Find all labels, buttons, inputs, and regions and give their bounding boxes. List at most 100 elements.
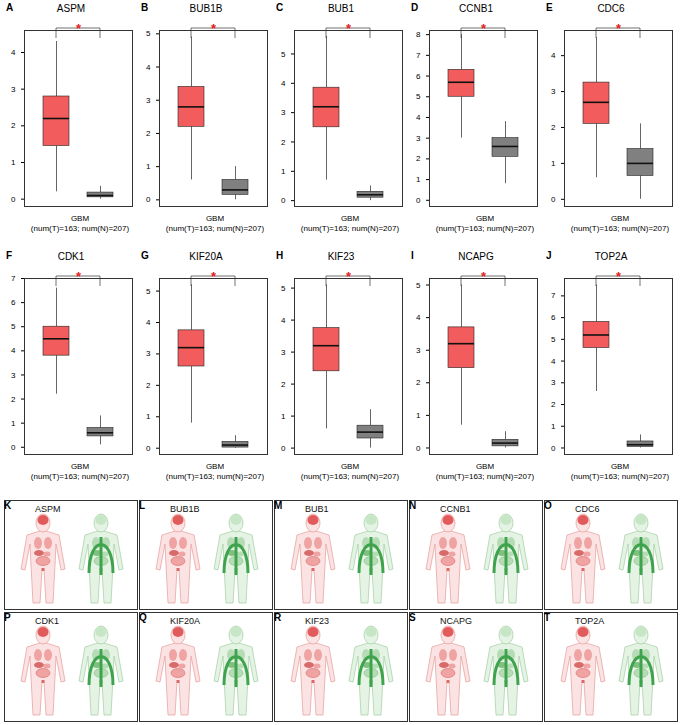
svg-text:3: 3 [416,134,421,143]
svg-text:ASPM: ASPM [35,504,61,514]
svg-text:CDK1: CDK1 [35,616,59,626]
svg-text:4: 4 [281,316,286,325]
svg-text:5: 5 [146,287,151,296]
svg-text:4: 4 [11,346,16,355]
svg-text:5: 5 [416,281,421,290]
svg-text:TOP2A: TOP2A [575,616,604,626]
svg-text:3: 3 [281,108,286,117]
svg-text:1: 1 [11,419,16,428]
svg-text:0: 0 [551,195,556,204]
svg-text:6: 6 [416,72,421,81]
svg-text:3: 3 [11,85,16,94]
svg-text:0: 0 [146,444,151,453]
svg-text:2: 2 [551,123,556,132]
svg-text:1: 1 [416,411,421,420]
svg-text:0: 0 [11,443,16,452]
svg-text:4: 4 [146,318,151,327]
html-text:GBM: GBM [340,214,360,223]
svg-text:7: 7 [11,274,16,283]
svg-text:*: * [346,269,352,284]
svg-text:4: 4 [551,357,556,366]
html-text:CDC6: CDC6 [597,3,625,14]
svg-text:2: 2 [146,381,151,390]
svg-text:3: 3 [11,370,16,379]
svg-text:*: * [211,21,217,36]
svg-text:4: 4 [416,313,421,322]
svg-text:3: 3 [146,96,151,105]
svg-text:1: 1 [146,162,151,171]
svg-text:0: 0 [281,196,286,205]
svg-text:5: 5 [146,29,151,38]
html-text:KIF23: KIF23 [327,251,355,262]
svg-text:6: 6 [11,298,16,307]
svg-text:BUB1B: BUB1B [170,504,200,514]
html-text:ASPM: ASPM [56,3,86,14]
svg-text:2: 2 [551,400,556,409]
svg-text:*: * [616,21,622,36]
html-text:BUB1: BUB1 [327,3,355,14]
svg-text:4: 4 [281,79,286,88]
svg-text:0: 0 [551,444,556,453]
svg-text:8: 8 [416,30,421,39]
svg-text:*: * [616,269,622,284]
svg-text:5: 5 [281,284,286,293]
svg-text:1: 1 [416,175,421,184]
html-text:BUB1B: BUB1B [189,3,223,14]
svg-text:4: 4 [11,48,16,57]
html-text:GBM: GBM [205,214,225,223]
svg-text:*: * [481,21,487,36]
svg-text:1: 1 [551,422,556,431]
svg-text:*: * [211,269,217,284]
svg-text:5: 5 [416,92,421,101]
svg-text:*: * [481,269,487,284]
svg-text:*: * [76,269,82,284]
svg-text:7: 7 [551,291,556,300]
svg-text:2: 2 [281,138,286,147]
svg-text:2: 2 [416,154,421,163]
svg-text:1: 1 [11,158,16,167]
svg-text:1: 1 [551,159,556,168]
svg-text:5: 5 [551,335,556,344]
svg-text:7: 7 [416,51,421,60]
svg-text:*: * [346,21,352,36]
svg-text:0: 0 [281,444,286,453]
svg-text:3: 3 [416,346,421,355]
svg-text:2: 2 [11,121,16,130]
svg-text:BUB1: BUB1 [305,504,329,514]
svg-text:CCNB1: CCNB1 [440,504,471,514]
svg-text:3: 3 [551,378,556,387]
svg-text:0: 0 [11,195,16,204]
svg-text:1: 1 [281,412,286,421]
svg-text:NCAPG: NCAPG [440,616,472,626]
html-text:KIF20A: KIF20A [189,251,223,262]
html-text:CDK1: CDK1 [57,251,85,262]
svg-text:KIF20A: KIF20A [170,616,200,626]
svg-text:2: 2 [416,378,421,387]
svg-text:0: 0 [416,444,421,453]
svg-text:6: 6 [551,313,556,322]
svg-text:2: 2 [281,380,286,389]
svg-text:4: 4 [416,113,421,122]
svg-text:4: 4 [551,51,556,60]
svg-text:0: 0 [146,195,151,204]
html-text:TOP2A: TOP2A [594,251,628,262]
svg-text:4: 4 [146,63,151,72]
html-text:CCNB1: CCNB1 [459,3,493,14]
svg-text:5: 5 [281,50,286,59]
svg-text:2: 2 [146,129,151,138]
html-text:NCAPG: NCAPG [458,251,494,262]
html-text:(num(T)=163; num(N)=207): (num(T)=163; num(N)=207) [165,224,265,233]
html-text:GBM: GBM [70,214,90,223]
svg-text:1: 1 [146,412,151,421]
svg-text:3: 3 [281,348,286,357]
svg-text:3: 3 [146,349,151,358]
svg-text:0: 0 [416,196,421,205]
svg-text:3: 3 [551,87,556,96]
svg-text:KIF23: KIF23 [305,616,329,626]
html-text:(num(T)=163; num(N)=207): (num(T)=163; num(N)=207) [30,224,130,233]
svg-text:1: 1 [281,167,286,176]
svg-text:5: 5 [11,322,16,331]
svg-text:*: * [76,21,82,36]
svg-text:CDC6: CDC6 [575,504,600,514]
svg-text:2: 2 [11,395,16,404]
